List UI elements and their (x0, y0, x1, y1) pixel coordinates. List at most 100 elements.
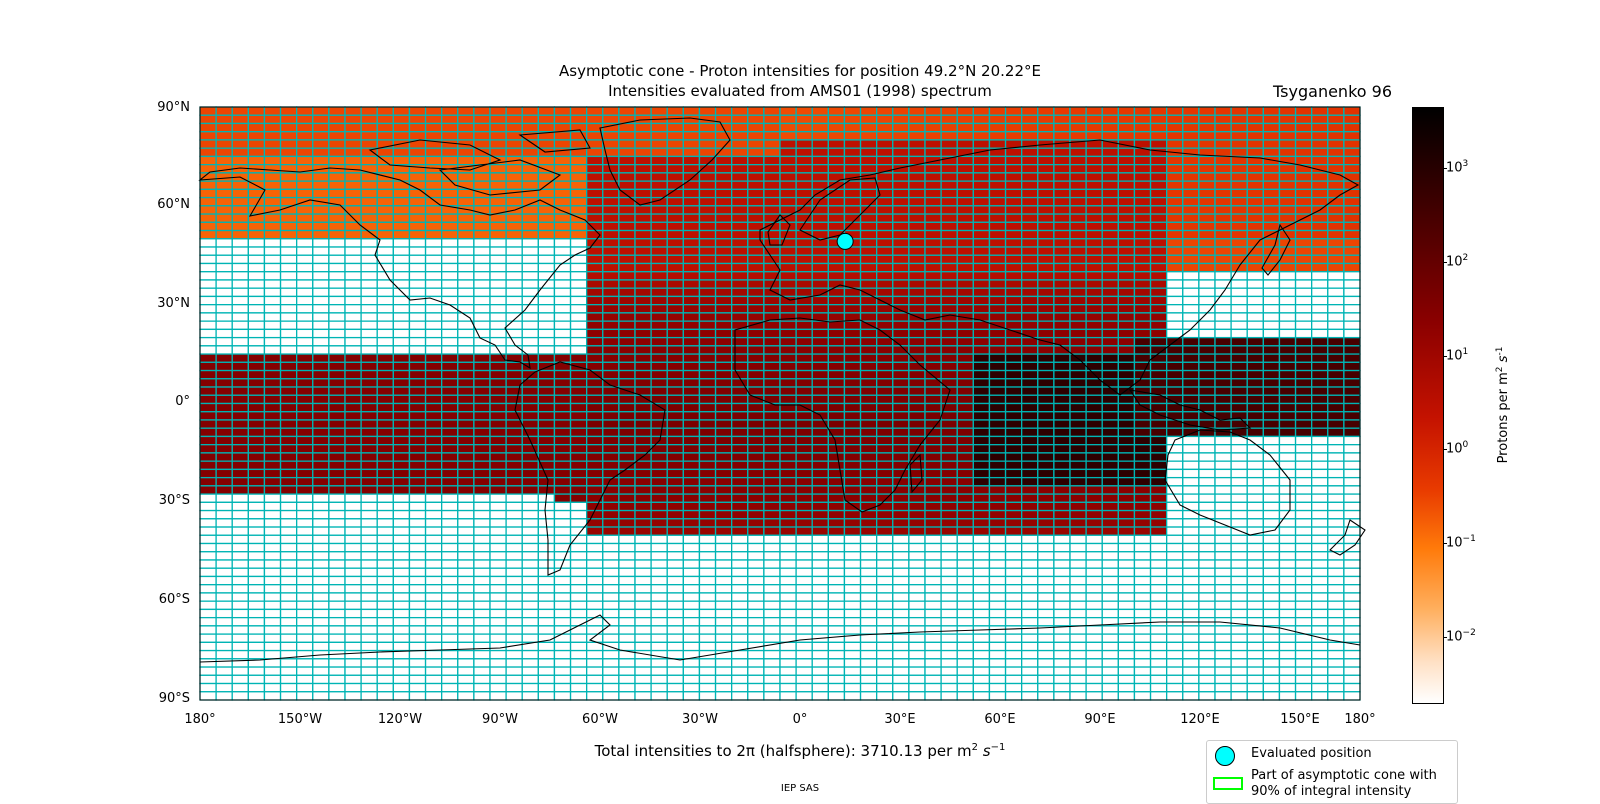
grid-cell (1004, 155, 1023, 166)
grid-cell (779, 394, 797, 405)
grid-cell (296, 526, 314, 536)
grid-cell (1327, 238, 1345, 248)
grid-cell (634, 155, 652, 166)
grid-cell (344, 419, 362, 429)
grid-cell (424, 328, 443, 339)
grid-cell (569, 476, 588, 487)
grid-cell (988, 155, 1007, 166)
grid-cell (1101, 534, 1119, 545)
grid-cell (731, 147, 749, 158)
grid-cell (247, 353, 266, 363)
grid-cell (231, 254, 249, 265)
grid-cell (763, 320, 781, 331)
grid-cell (1278, 542, 1297, 553)
grid-cell (1278, 353, 1297, 363)
grid-cell (473, 542, 491, 553)
grid-cell (1182, 378, 1200, 388)
grid-cell (908, 246, 926, 256)
grid-cell (569, 402, 588, 413)
grid-cell (1166, 476, 1184, 487)
grid-cell (586, 262, 604, 273)
grid-cell (634, 584, 652, 594)
grid-cell (682, 345, 701, 355)
grid-cell (602, 444, 620, 454)
grid-cell (892, 345, 910, 355)
grid-cell (376, 633, 394, 643)
grid-cell (634, 509, 652, 520)
grid-cell (489, 262, 507, 273)
grid-cell (360, 509, 378, 520)
grid-cell (1021, 229, 1039, 240)
grid-cell (424, 147, 443, 158)
grid-cell (489, 526, 507, 536)
grid-cell (586, 600, 604, 611)
grid-cell (1101, 592, 1119, 602)
grid-cell (859, 666, 878, 676)
grid-cell (312, 213, 330, 223)
grid-cell (731, 575, 749, 586)
grid-cell (908, 229, 926, 240)
grid-cell (441, 674, 459, 685)
grid-cell (618, 485, 636, 495)
grid-cell (441, 320, 459, 331)
grid-cell (312, 674, 330, 685)
grid-cell (1101, 213, 1119, 223)
grid-cell (1262, 658, 1281, 668)
grid-cell (731, 402, 749, 413)
grid-cell (441, 468, 459, 479)
grid-cell (1230, 584, 1248, 594)
grid-cell (811, 271, 829, 281)
grid-cell (424, 444, 443, 454)
grid-cell (537, 444, 556, 454)
grid-cell (569, 625, 588, 635)
grid-cell (1294, 452, 1313, 462)
grid-cell (747, 658, 765, 668)
grid-cell (634, 122, 652, 133)
grid-cell (424, 584, 443, 594)
grid-cell (892, 279, 910, 289)
grid-cell (1311, 411, 1329, 421)
grid-cell (489, 411, 507, 421)
grid-cell (231, 131, 249, 141)
grid-cell (731, 172, 749, 182)
grid-cell (312, 320, 330, 331)
grid-cell (650, 468, 668, 479)
grid-cell (1294, 336, 1313, 347)
grid-cell (1182, 279, 1200, 289)
grid-cell (521, 328, 539, 339)
grid-cell (1214, 526, 1232, 536)
grid-cell (795, 468, 813, 479)
grid-cell (1053, 526, 1071, 536)
grid-cell (537, 188, 556, 199)
grid-cell (779, 246, 797, 256)
grid-cell (296, 567, 314, 578)
grid-cell (1069, 254, 1087, 265)
grid-cell (1149, 328, 1168, 339)
grid-cell (1230, 279, 1248, 289)
grid-cell (376, 196, 394, 207)
grid-cell (1278, 658, 1297, 668)
grid-cell (1004, 444, 1023, 454)
grid-cell (763, 452, 781, 462)
grid-cell (876, 526, 894, 536)
grid-cell (344, 641, 362, 652)
grid-cell (747, 468, 765, 479)
grid-cell (1117, 592, 1136, 602)
grid-cell (328, 666, 346, 676)
grid-cell (1214, 501, 1232, 512)
grid-cell (553, 427, 572, 438)
grid-cell (1327, 534, 1345, 545)
grid-cell (843, 254, 862, 265)
grid-cell (1117, 559, 1136, 569)
grid-cell (1214, 196, 1232, 207)
grid-cell (1198, 444, 1216, 454)
grid-cell (247, 641, 266, 652)
grid-cell (424, 287, 443, 298)
grid-cell (1037, 559, 1055, 569)
grid-cell (1117, 254, 1136, 265)
grid-cell (199, 320, 217, 331)
grid-cell (1166, 320, 1184, 331)
grid-cell (296, 106, 314, 116)
grid-cell (811, 394, 829, 405)
grid-cell (328, 188, 346, 199)
